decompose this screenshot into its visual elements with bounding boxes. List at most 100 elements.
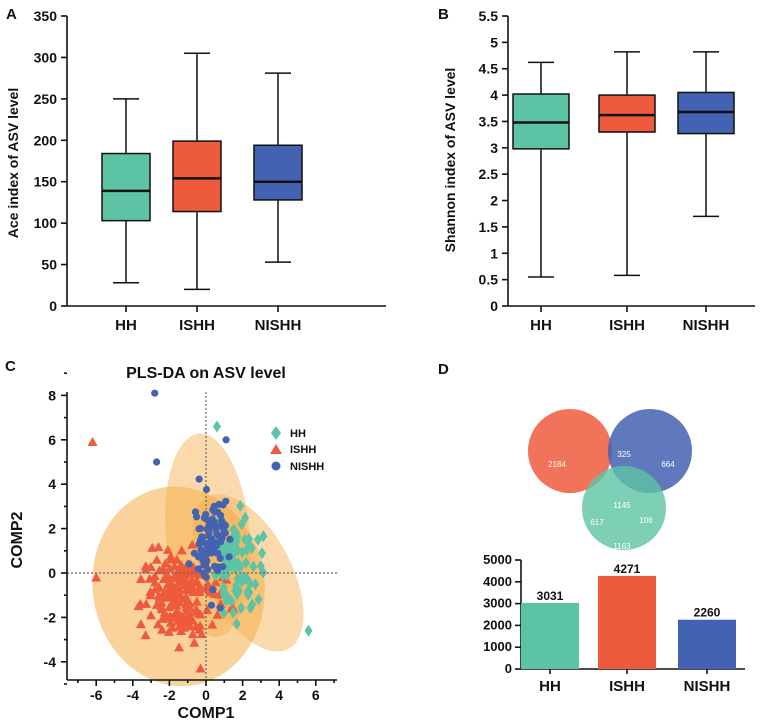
ishh-point [172, 589, 183, 599]
nishh-point [205, 528, 213, 536]
d-y-tick-label: 3000 [483, 596, 512, 611]
nishh-point [191, 508, 200, 516]
nishh-point [216, 511, 225, 520]
c-y-tick-label: 4 [48, 476, 56, 492]
b-y-tick-label: 3.5 [479, 113, 499, 129]
nishh-point [194, 565, 202, 573]
nishh-point [226, 535, 234, 543]
ishh-point [187, 539, 198, 549]
panel-c-y-axis-title: COMP2 [9, 511, 26, 568]
venn-hh-only: 1163 [613, 542, 631, 551]
c-y-tick-label: -2 [44, 609, 57, 625]
nishh-point [195, 475, 203, 483]
ishh-point [156, 597, 167, 607]
ishh-point [149, 570, 160, 580]
ishh-point [145, 610, 156, 620]
hh-point [222, 594, 231, 607]
nishh-point [221, 521, 229, 529]
d-y-tick-label: 0 [505, 661, 512, 676]
ishh-point [184, 598, 195, 608]
nishh-point [203, 557, 211, 565]
b-y-tick-label: 2 [490, 193, 498, 209]
ishh-point [212, 609, 223, 619]
b-y-tick-label: 4 [490, 87, 498, 103]
c-x-tick-label: -2 [163, 687, 176, 703]
ishh-point [182, 579, 193, 589]
nishh-point [205, 539, 213, 547]
bar-hh [521, 602, 579, 669]
c-x-tick-label: 4 [275, 687, 283, 703]
venn-ishh-nishh: 325 [617, 450, 631, 459]
bar-ishh [598, 575, 656, 669]
c-x-tick-label: -4 [127, 687, 140, 703]
nishh-point [211, 508, 219, 516]
ishh-point [176, 621, 187, 631]
ishh-point [188, 586, 199, 596]
ishh-point [181, 592, 192, 602]
panel-letter-c: C [5, 358, 16, 375]
ishh-point [140, 630, 151, 640]
box-hh [512, 61, 570, 278]
hh-point [238, 571, 247, 584]
ishh-point [161, 612, 172, 622]
hh-point [258, 547, 267, 560]
c-x-tick-label: 2 [239, 687, 247, 703]
ishh-point [191, 596, 202, 606]
ishh-point [187, 629, 198, 639]
venn-diagram: 2184 325 664 617 1145 106 1163 [528, 409, 692, 551]
ishh-point [153, 590, 164, 600]
ishh-point [140, 564, 151, 574]
x-category-label: ISHH [179, 317, 215, 334]
venn-circle-ishh [528, 409, 612, 493]
b-y-tick-label: 0.5 [479, 272, 499, 288]
x-category-label: NISHH [255, 317, 302, 334]
hh-point [244, 533, 253, 546]
c-x-tick-label: 0 [202, 687, 210, 703]
ishh-point [150, 577, 161, 587]
a-y-tick-label: 350 [34, 8, 58, 24]
ishh-point [160, 558, 171, 568]
hh-point [236, 499, 245, 512]
b-y-tick-label: 5 [490, 34, 498, 50]
ishh-point [207, 619, 218, 629]
ishh-point [171, 583, 182, 593]
d-y-tick-label: 1000 [483, 639, 512, 654]
bar-value-label: 3031 [537, 589, 564, 603]
ishh-point [202, 604, 213, 614]
a-y-tick-label: 300 [34, 49, 58, 65]
hh-point [244, 588, 253, 601]
nishh-point [195, 525, 203, 533]
c-y-tick-label: -4 [44, 654, 57, 670]
ishh-point [170, 608, 181, 618]
hh-point [248, 598, 257, 611]
ishh-point [145, 590, 156, 600]
ishh-point [165, 551, 176, 561]
legend-ishh-marker [270, 444, 282, 454]
box-iqr [598, 94, 656, 133]
hh-point [212, 420, 221, 433]
bar-value-label: 2260 [694, 606, 721, 620]
nishh-point [219, 563, 227, 571]
venn-nishh-hh: 106 [639, 516, 653, 525]
x-category-label: NISHH [683, 317, 730, 334]
panel-c-plsda: C PLS-DA on ASV level -6 -4 -2 0 2 4 6 -4 -2 0 2 4 6… [5, 358, 337, 722]
hh-point [241, 511, 250, 524]
ishh-point [210, 577, 221, 587]
ishh-point [169, 561, 180, 571]
nishh-point [210, 562, 219, 570]
panel-b-boxplot: B Shannon index of ASV level 0 0.5 1 1.5 2 2.… [438, 6, 755, 334]
nishh-point [151, 389, 159, 397]
b-y-tick-label: 0 [490, 298, 498, 314]
box-nishh [677, 51, 735, 218]
ishh-point [158, 574, 169, 584]
ishh-point [195, 663, 206, 673]
box-iqr [101, 152, 151, 222]
ishh-point [193, 608, 204, 618]
b-y-tick-label: 1 [490, 245, 498, 261]
hh-point [227, 595, 236, 608]
panel-letter-d: D [438, 361, 449, 378]
nishh-point [222, 436, 230, 444]
nishh-point [219, 501, 227, 509]
box-ishh [172, 52, 222, 291]
